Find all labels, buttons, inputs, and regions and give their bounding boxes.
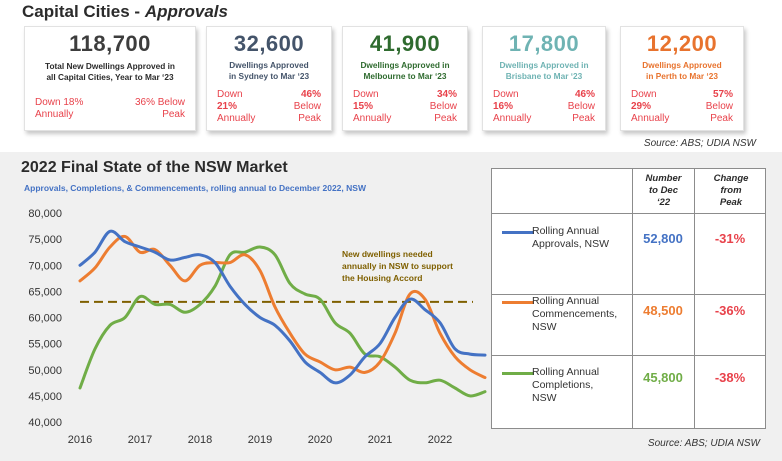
chart-subtitle: Approvals, Completions, & Commencements,… [24,183,366,193]
table-row-label: Rolling Annual Commencements, NSW [532,295,618,333]
housing-accord-annotation: New dwellings needed [342,249,433,259]
card-annual-change: Down 18% Annually [35,97,84,120]
table-divider [492,294,765,295]
y-tick-label: 70,000 [28,260,62,272]
legend-swatch-completions [502,372,534,375]
y-tick-label: 80,000 [28,208,62,220]
x-tick-label: 2016 [68,434,92,446]
table-row-label: Rolling Annual Approvals, NSW [532,225,610,250]
card-value: 41,900 [369,31,441,56]
x-tick-label: 2018 [188,434,212,446]
card-value: 32,600 [233,31,305,56]
table-row-change: -31% [714,231,746,246]
card-description: Total New Dwellings Approved in all Capit… [45,61,175,82]
x-tick-label: 2020 [308,434,332,446]
series-line-approvals [78,229,487,385]
card-value: 17,800 [508,31,580,56]
housing-accord-annotation: the Housing Accord [342,273,422,283]
card-peak-change: 46% Below Peak [293,89,321,124]
x-tick-label: 2017 [128,434,152,446]
card-all-capitals: 118,700 Total New Dwellings Approved in a… [24,26,196,131]
card-annual-change: Down 15% Annually [353,89,392,124]
table-row-number: 45,800 [643,370,683,385]
summary-table: Number to Dec ‘22 Change from Peak Rolling A… [491,168,766,429]
card-annual-change: Down 16% Annually [493,89,532,124]
table-row-label: Rolling Annual Completions, NSW [532,366,600,404]
table-divider [492,213,765,214]
column-header-change: Change from Peak [713,173,749,208]
page-title: Capital Cities - Approvals [22,2,228,21]
card-description: Dwellings Approved in Brisbane to Mar ‘23 [499,60,589,81]
y-tick-label: 65,000 [28,286,62,298]
card-brisbane: 17,800 Dwellings Approved in Brisbane to … [482,26,606,131]
legend-swatch-commencements [502,301,534,304]
y-tick-label: 60,000 [28,313,62,325]
y-tick-label: 45,000 [28,391,62,403]
table-divider [694,169,695,428]
card-peak-change: 34% Below Peak [429,89,457,124]
y-tick-label: 75,000 [28,234,62,246]
column-header-number: Number to Dec ‘22 [645,173,682,208]
y-tick-label: 55,000 [28,339,62,351]
card-annual-change: Down 29% Annually [631,89,670,124]
y-tick-label: 50,000 [28,365,62,377]
card-value: 118,700 [69,31,151,56]
x-tick-label: 2022 [428,434,452,446]
y-tick-label: 40,000 [28,417,62,429]
housing-accord-annotation: annually in NSW to support [342,261,453,271]
source-note-top: Source: ABS; UDIA NSW [643,138,756,149]
card-peak-change: 36% Below Peak [134,97,185,120]
source-note-bottom: Source: ABS; UDIA NSW [647,438,760,449]
legend-swatch-approvals [502,231,534,234]
card-description: Dwellings Approved in Melbourne to Mar ‘2… [360,60,450,81]
x-tick-label: 2019 [248,434,272,446]
card-sydney: 32,600 Dwellings Approved in Sydney to Ma… [206,26,332,131]
card-peak-change: 46% Below Peak [567,89,595,124]
card-perth: 12,200 Dwellings Approved in Perth to Mar… [620,26,744,131]
table-divider [632,169,633,428]
card-value: 12,200 [646,31,718,56]
x-tick-label: 2021 [368,434,392,446]
table-divider [492,355,765,356]
series-line-completions [78,245,487,398]
line-chart: 40,000 45,000 50,000 55,000 60,000 65,000 70,0… [28,208,487,446]
card-peak-change: 57% Below Peak [705,89,733,124]
card-annual-change: Down 21% Annually [217,89,256,124]
table-row-change: -38% [714,370,746,385]
card-description: Dwellings Approved in Sydney to Mar ‘23 [228,60,310,81]
table-row-number: 48,500 [643,303,683,318]
table-row-change: -36% [714,303,746,318]
card-description: Dwellings Approved in Perth to Mar ‘23 [642,60,722,81]
card-melbourne: 41,900 Dwellings Approved in Melbourne to… [342,26,468,131]
table-row-number: 52,800 [643,231,683,246]
chart-title: 2022 Final State of the NSW Market [21,159,288,176]
